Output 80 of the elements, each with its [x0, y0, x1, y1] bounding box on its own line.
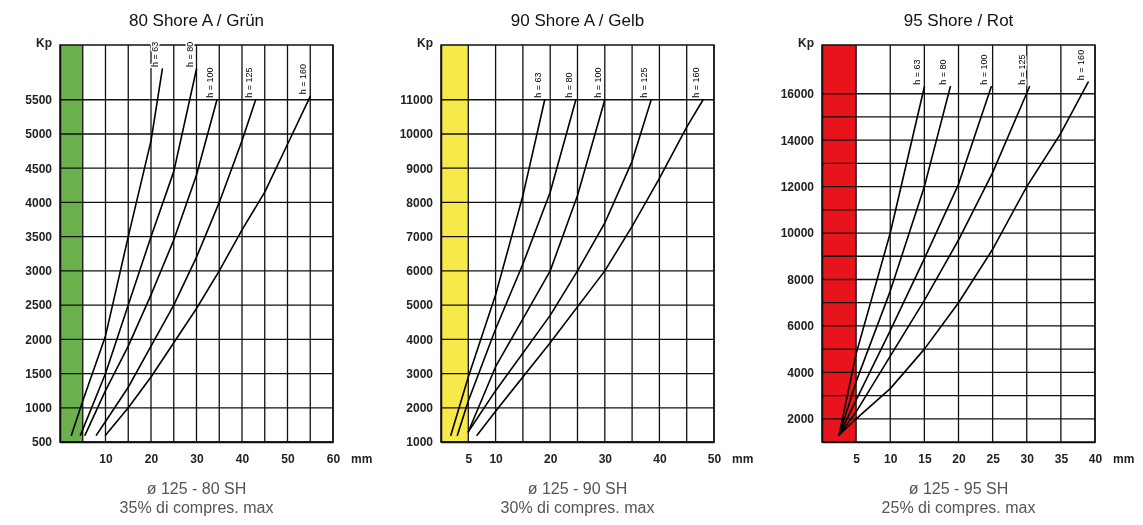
y-tick-label: 1000 — [406, 435, 434, 450]
text: h = 100 — [979, 54, 990, 85]
y-tick-label: 10000 — [780, 226, 815, 241]
text: 35% di compres. max — [119, 499, 274, 516]
y-tick-label: 6000 — [406, 264, 434, 279]
x-tick-label: 10 — [99, 451, 113, 466]
chart-title: 80 Shore A / Grün — [128, 11, 265, 30]
x-tick-label: 50 — [707, 451, 722, 466]
chart-title: 90 Shore A / Gelb — [510, 11, 645, 30]
y-tick-label: 3500 — [25, 230, 53, 244]
text: h = 100 — [592, 67, 603, 98]
y-tick-label: 2500 — [25, 298, 53, 313]
text: ø 125 - 90 SH — [527, 480, 628, 497]
y-tick-label: 16000 — [780, 87, 815, 102]
text: h = 80 — [184, 41, 195, 67]
x-tick-label: 20 — [544, 451, 558, 466]
y-tick-label: 4000 — [787, 365, 815, 380]
y-tick-label: 3000 — [25, 264, 53, 279]
y-axis-title: Kp — [798, 36, 814, 50]
y-tick-label: 1500 — [25, 366, 53, 381]
y-tick-label: 10000 — [399, 127, 434, 142]
text: h = 125 — [1017, 54, 1028, 85]
text: ø 125 - 80 SH — [146, 480, 247, 497]
y-tick-label: 5500 — [25, 93, 53, 108]
x-tick-label: 50 — [281, 451, 295, 466]
text: 25% di compres. max — [881, 499, 1036, 516]
x-tick-label: 30 — [190, 451, 204, 466]
x-tick-label: 5 — [465, 451, 473, 466]
y-tick-label: 1000 — [25, 401, 53, 416]
y-tick-label: 4000 — [25, 195, 53, 210]
x-axis-title: mm — [1113, 452, 1135, 466]
x-tick-label: 35 — [1054, 451, 1069, 466]
y-tick-label: 6000 — [787, 319, 815, 334]
x-tick-label: 25 — [986, 451, 1001, 466]
text: h = 80 — [563, 72, 574, 98]
y-axis-title: Kp — [417, 36, 433, 50]
text: h = 125 — [243, 67, 254, 98]
x-tick-label: 15 — [918, 451, 932, 466]
x-tick-label: 40 — [1088, 451, 1103, 466]
y-tick-label: 8000 — [787, 272, 815, 287]
y-tick-label: 4000 — [406, 332, 434, 347]
y-tick-label: 5000 — [25, 127, 53, 142]
y-tick-label: 9000 — [406, 161, 434, 176]
y-tick-label: 7000 — [406, 230, 434, 244]
y-tick-label: 3000 — [406, 366, 434, 381]
y-tick-label: 12000 — [780, 179, 815, 194]
y-tick-label: 2000 — [787, 412, 815, 427]
y-axis-title: Kp — [36, 36, 52, 50]
chart-title: 95 Shore / Rot — [903, 11, 1014, 30]
x-tick-label: 10 — [884, 451, 898, 466]
x-tick-label: 10 — [489, 451, 504, 466]
x-tick-label: 20 — [144, 451, 159, 466]
text: h = 63 — [150, 41, 161, 67]
x-tick-label: 40 — [653, 451, 667, 466]
y-tick-label: 4500 — [25, 161, 53, 176]
y-tick-label: 2000 — [406, 401, 434, 416]
text: h = 63 — [912, 59, 923, 85]
y-tick-label: 5000 — [406, 298, 434, 313]
text: h = 160 — [691, 67, 702, 98]
text: ø 125 - 95 SH — [908, 480, 1009, 497]
y-tick-label: 11000 — [400, 93, 434, 108]
y-tick-label: 2000 — [25, 332, 53, 347]
text: h = 63 — [532, 72, 543, 98]
y-tick-label: 14000 — [780, 133, 815, 148]
text: h = 125 — [639, 67, 650, 98]
x-tick-label: 20 — [952, 451, 966, 466]
text: h = 160 — [298, 64, 309, 95]
y-tick-label: 500 — [31, 435, 53, 450]
x-axis-title: mm — [351, 452, 373, 466]
x-tick-label: 30 — [598, 451, 613, 466]
text: h = 80 — [938, 59, 949, 85]
y-tick-label: 8000 — [406, 195, 434, 210]
x-tick-label: 40 — [235, 451, 250, 466]
text: h = 100 — [204, 67, 215, 98]
x-tick-label: 60 — [326, 451, 341, 466]
x-tick-label: 5 — [853, 451, 861, 466]
text: 30% di compres. max — [500, 499, 655, 516]
x-tick-label: 30 — [1020, 451, 1035, 466]
text: h = 160 — [1076, 49, 1087, 81]
x-axis-title: mm — [732, 452, 754, 466]
